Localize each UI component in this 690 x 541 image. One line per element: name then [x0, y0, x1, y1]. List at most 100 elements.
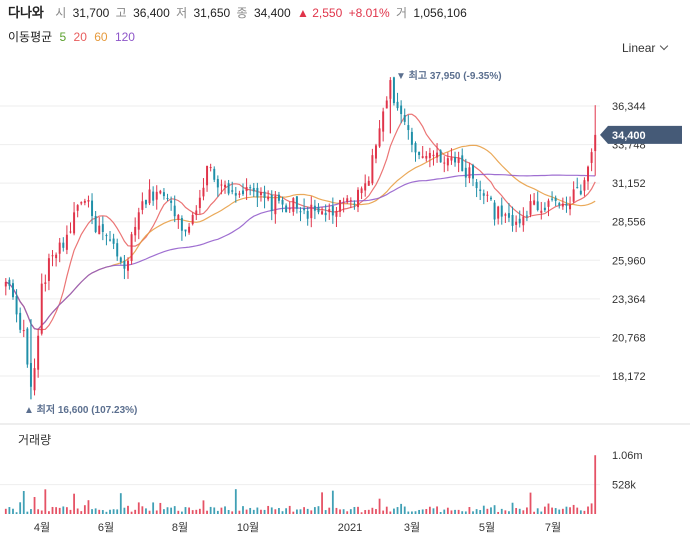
- change-value: 2,550: [312, 6, 343, 20]
- candle: [227, 179, 230, 196]
- candle-body: [339, 200, 342, 212]
- volume-bar: [249, 507, 252, 514]
- volume-bar: [55, 507, 58, 514]
- volume-bar: [299, 509, 302, 514]
- candle-body: [428, 152, 431, 159]
- candle-body: [127, 260, 129, 271]
- volume-bar: [116, 509, 119, 514]
- volume-bar: [206, 510, 208, 514]
- candle-body: [321, 211, 324, 215]
- volume-bar: [328, 507, 331, 514]
- candle: [238, 190, 241, 198]
- volume-bar: [443, 509, 446, 514]
- volume-bar: [389, 511, 392, 514]
- volume-bar: [468, 507, 471, 514]
- candle-body: [594, 134, 597, 152]
- candle-body: [177, 215, 180, 220]
- candle: [209, 163, 212, 172]
- candle-body: [44, 282, 47, 284]
- candle: [464, 158, 467, 188]
- candle: [76, 204, 79, 218]
- volume-bar: [335, 507, 338, 514]
- candle: [65, 225, 68, 255]
- candle-body: [295, 196, 298, 209]
- candle: [270, 190, 273, 221]
- volume-bar: [155, 510, 158, 514]
- volume-bar: [181, 511, 183, 514]
- scale-dropdown-label: Linear: [622, 41, 656, 55]
- volume-bar: [554, 508, 557, 514]
- candle-body: [209, 167, 212, 169]
- candle-body: [51, 255, 54, 257]
- candle: [558, 201, 561, 209]
- volume-bar: [227, 510, 230, 514]
- candle: [554, 195, 557, 207]
- candle: [432, 150, 435, 166]
- volume-bar: [278, 508, 280, 514]
- volume-bar: [62, 506, 65, 514]
- candle-body: [119, 257, 122, 263]
- candle-body: [331, 206, 334, 216]
- volume-bar: [252, 509, 255, 514]
- volume-bar: [558, 509, 561, 514]
- volume-bar: [163, 509, 165, 514]
- candle: [569, 196, 572, 216]
- time-tick-label: 5월: [479, 521, 495, 534]
- candle: [443, 156, 446, 173]
- candle-body: [565, 203, 568, 206]
- candle-body: [33, 368, 36, 391]
- candle-body: [461, 155, 464, 172]
- candle: [396, 92, 399, 111]
- candle: [144, 199, 147, 209]
- volume-bar: [148, 510, 151, 514]
- candle-body: [270, 194, 273, 211]
- volume-bar: [533, 511, 536, 514]
- volume-bar: [188, 507, 190, 514]
- candle-body: [47, 258, 50, 281]
- candle: [400, 100, 403, 124]
- ma-5-label: 5: [59, 30, 67, 44]
- scale-dropdown[interactable]: Linear: [622, 41, 669, 55]
- candle: [540, 201, 543, 220]
- candle-body: [590, 152, 593, 163]
- volume-bar: [270, 507, 273, 514]
- volume-bars: [4, 455, 597, 514]
- candle: [324, 204, 327, 222]
- candle-body: [551, 198, 554, 200]
- candle: [418, 151, 421, 160]
- candle-body: [274, 195, 277, 215]
- low-label: 저: [176, 6, 188, 20]
- volume-bar: [170, 507, 173, 514]
- candle-body: [26, 328, 29, 365]
- high-label: 고: [115, 6, 127, 20]
- candle-body: [256, 187, 259, 198]
- volume-bar: [526, 507, 528, 514]
- candle-body: [137, 212, 140, 230]
- candle-body: [400, 105, 403, 115]
- volume-bar: [152, 502, 155, 514]
- volume-bar: [224, 506, 226, 514]
- candle: [22, 319, 25, 338]
- volume-bar: [418, 509, 420, 514]
- volume-bar: [166, 507, 169, 514]
- candle: [116, 238, 119, 261]
- volume-bar: [292, 511, 295, 514]
- candle: [173, 195, 176, 223]
- min-price-annotation: ▲ 최저 16,600 (107.23%): [24, 403, 137, 416]
- candle: [195, 205, 198, 220]
- candle: [4, 278, 7, 296]
- volume-bar: [267, 505, 270, 514]
- candle-body: [148, 189, 151, 204]
- candle: [11, 279, 14, 300]
- candle: [206, 165, 209, 192]
- candle: [231, 181, 234, 195]
- candle: [414, 141, 417, 162]
- volume-bar: [105, 511, 108, 514]
- volume-bar: [508, 511, 510, 514]
- candle-body: [263, 191, 266, 198]
- volume-bar: [407, 511, 410, 514]
- price-tick-label: 25,960: [612, 255, 646, 267]
- candle: [112, 233, 115, 250]
- moving-average-legend[interactable]: 이동평균 5 20 60 120: [8, 28, 139, 45]
